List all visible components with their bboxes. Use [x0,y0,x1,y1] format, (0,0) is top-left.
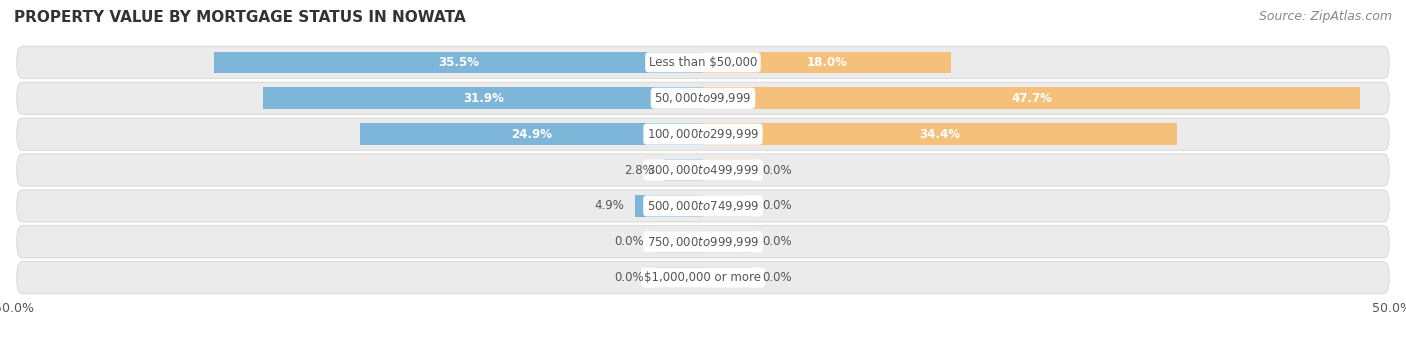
Text: $750,000 to $999,999: $750,000 to $999,999 [647,235,759,249]
Text: 0.0%: 0.0% [762,164,792,176]
Bar [655,267,703,288]
Bar [703,159,751,181]
Text: 0.0%: 0.0% [762,235,792,248]
Bar [703,231,751,253]
Bar [214,52,703,73]
FancyBboxPatch shape [17,261,1389,294]
Text: Less than $50,000: Less than $50,000 [648,56,758,69]
FancyBboxPatch shape [17,226,1389,258]
FancyBboxPatch shape [17,190,1389,222]
Bar [263,87,703,109]
Text: PROPERTY VALUE BY MORTGAGE STATUS IN NOWATA: PROPERTY VALUE BY MORTGAGE STATUS IN NOW… [14,10,465,25]
Text: Source: ZipAtlas.com: Source: ZipAtlas.com [1258,10,1392,23]
Text: 0.0%: 0.0% [762,199,792,212]
Text: 47.7%: 47.7% [1011,92,1052,105]
Text: 18.0%: 18.0% [807,56,848,69]
FancyBboxPatch shape [17,118,1389,150]
Bar [703,123,1177,145]
Text: $500,000 to $749,999: $500,000 to $749,999 [647,199,759,213]
Text: 0.0%: 0.0% [614,271,644,284]
Bar [665,159,703,181]
Text: $100,000 to $299,999: $100,000 to $299,999 [647,127,759,141]
Text: 2.8%: 2.8% [624,164,654,176]
FancyBboxPatch shape [17,46,1389,79]
Text: 24.9%: 24.9% [510,128,553,141]
Text: $50,000 to $99,999: $50,000 to $99,999 [654,91,752,105]
Text: $300,000 to $499,999: $300,000 to $499,999 [647,163,759,177]
Bar [655,231,703,253]
FancyBboxPatch shape [17,154,1389,186]
Text: 0.0%: 0.0% [762,271,792,284]
Text: 0.0%: 0.0% [614,235,644,248]
Bar [360,123,703,145]
Text: 34.4%: 34.4% [920,128,960,141]
FancyBboxPatch shape [17,82,1389,114]
Bar [703,267,751,288]
Bar [703,195,751,217]
Text: $1,000,000 or more: $1,000,000 or more [644,271,762,284]
Text: 4.9%: 4.9% [595,199,624,212]
Bar [636,195,703,217]
Text: 31.9%: 31.9% [463,92,503,105]
Bar [703,87,1360,109]
Bar [703,52,950,73]
Text: 35.5%: 35.5% [437,56,479,69]
